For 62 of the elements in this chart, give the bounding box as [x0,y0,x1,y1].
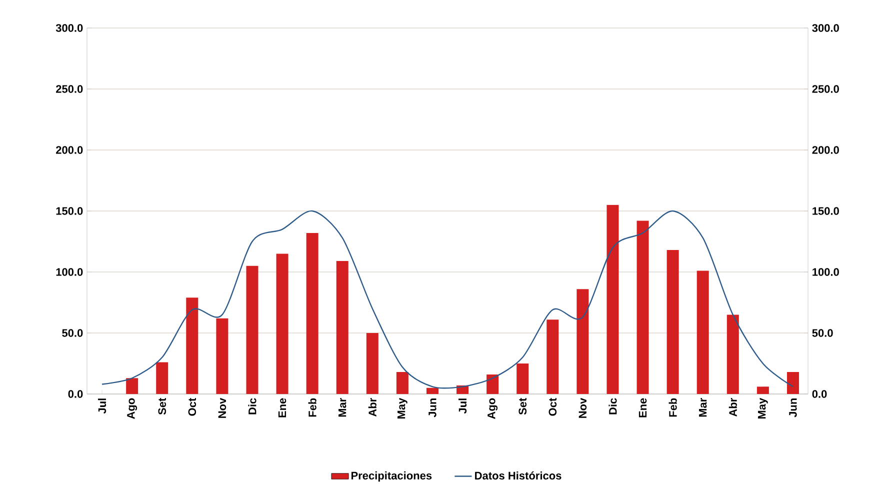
y2-tick-label: 200.0 [812,146,839,154]
bar [426,388,438,394]
x-tick-label: Oct [548,398,557,416]
bar [696,270,709,394]
y-tick-label: 50.0 [62,329,83,337]
y2-tick-label: 150.0 [812,207,839,215]
bar [186,298,198,394]
x-tick-label: Mar [699,398,707,417]
bar [756,386,769,394]
bar [336,261,348,394]
x-tick-label: Jun [428,398,436,418]
x-tick-label: May [398,398,408,419]
bar [366,332,378,394]
x-tick-label: Nov [218,398,226,418]
x-tick-label: Mar [338,398,346,417]
y2-tick-label: 100.0 [812,268,839,276]
bar [216,318,228,394]
bar [786,372,799,394]
bar [546,320,559,394]
y-tick-label: 250.0 [56,85,83,93]
x-tick-label: Ene [638,398,647,418]
legend-label: Datos Históricos [475,471,562,480]
x-tick-label: Ago [127,398,138,419]
y-tick-label: 150.0 [56,207,83,215]
y-tick-label: 0.0 [68,390,83,398]
x-tick-label: Feb [668,398,677,417]
y2-tick-label: 250.0 [812,85,839,93]
y-tick-label: 200.0 [56,146,83,154]
x-tick-label: Nov [578,398,587,418]
x-tick-label: Ago [488,398,498,419]
bar [396,372,408,394]
y2-tick-label: 0.0 [812,390,827,398]
bar [126,378,138,394]
y2-tick-label: 50.0 [812,329,833,337]
bar [156,362,168,394]
x-tick-label: Abr [728,398,737,417]
bar [486,374,499,394]
x-tick-label: May [758,398,768,419]
x-tick-label: Dic [248,398,256,414]
y-tick-label: 100.0 [56,268,83,276]
y-tick-label: 300.0 [56,24,83,32]
y2-tick-label: 300.0 [812,24,839,32]
bar [516,363,529,394]
x-tick-label: Oct [188,398,196,416]
bar [636,220,649,394]
bar [276,254,288,394]
bar [246,266,258,394]
bar [666,250,679,394]
x-tick-label: Jun [789,398,797,418]
legend-label: Precipitaciones [351,471,432,482]
bar [726,314,739,394]
bar [306,232,318,394]
x-tick-label: Abr [368,398,376,417]
x-tick-label: Feb [308,398,316,417]
x-tick-label: Dic [608,398,617,414]
x-tick-label: Ene [278,398,286,418]
x-tick-label: Set [518,398,526,415]
bar [576,289,589,394]
bar [606,204,619,394]
x-tick-label: Jul [458,398,467,414]
x-tick-label: Jul [98,398,106,414]
x-tick-label: Set [158,398,166,415]
